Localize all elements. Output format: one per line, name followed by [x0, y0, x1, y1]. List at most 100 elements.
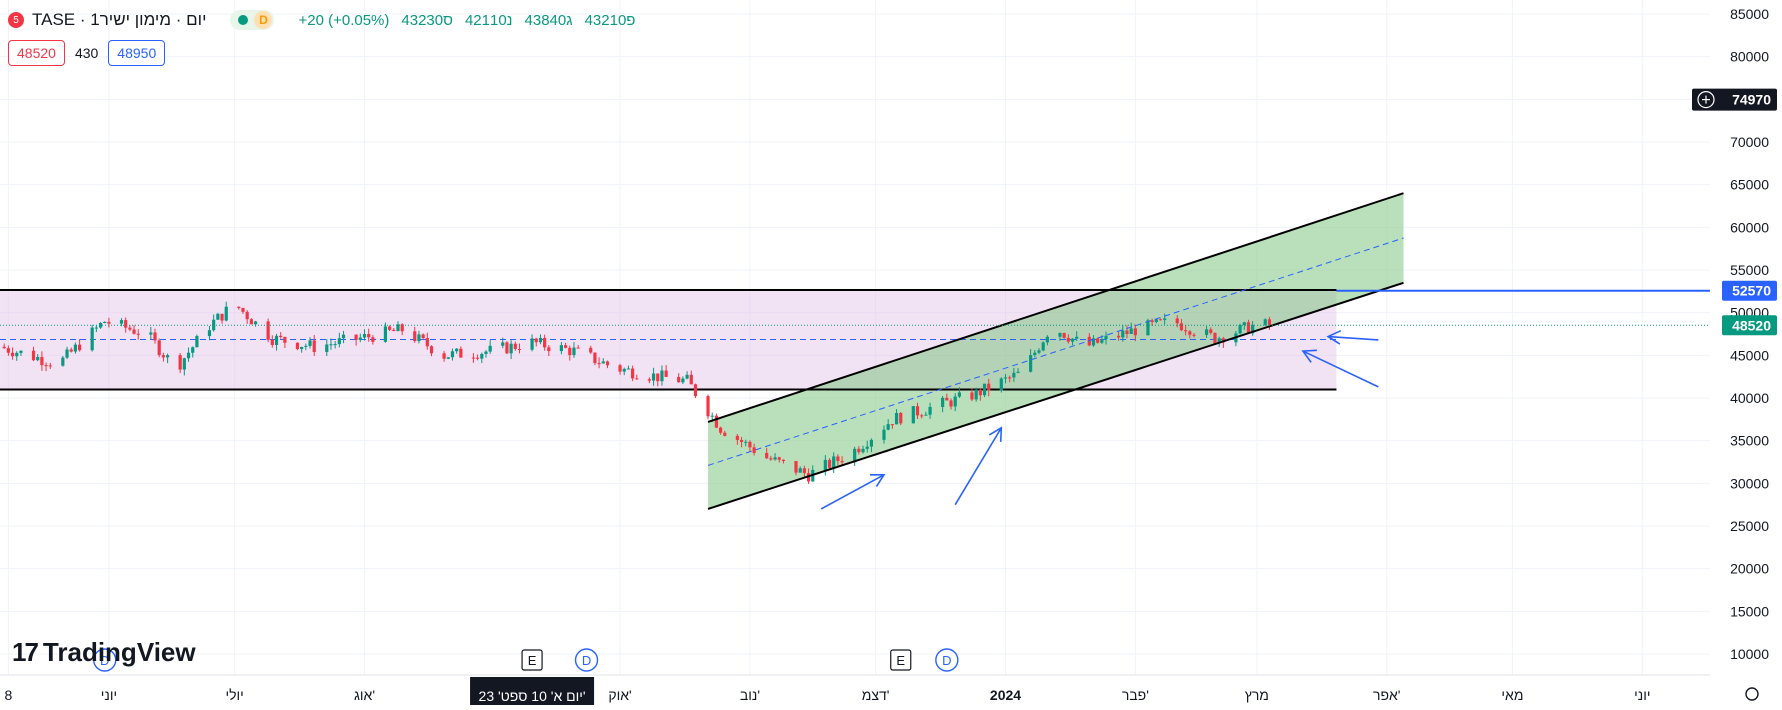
y-tick-label: 60000	[1730, 219, 1769, 235]
candle-body	[1146, 320, 1150, 336]
candle-body	[1204, 329, 1209, 335]
candle-body	[6, 348, 10, 353]
candle-body	[103, 321, 107, 323]
y-tick-label: 20000	[1730, 561, 1769, 577]
candle-body	[107, 321, 111, 324]
y-tick-label: 10000	[1730, 646, 1769, 662]
candle-body	[949, 400, 953, 407]
candle-body	[65, 349, 69, 358]
annotation-arrow-head-icon	[1301, 349, 1317, 363]
market-status: D	[230, 10, 275, 30]
candle-body	[1251, 324, 1255, 334]
buy-button[interactable]: 48950	[108, 40, 166, 66]
candle-body	[748, 441, 752, 448]
candle-body	[563, 345, 568, 348]
candle-body	[1062, 332, 1066, 338]
candle-body	[718, 427, 723, 433]
y-tick-label: 65000	[1730, 177, 1769, 193]
candle-body	[1029, 355, 1033, 372]
candle-body	[1045, 336, 1049, 343]
candle-body	[1012, 372, 1016, 378]
candle-body	[505, 342, 509, 354]
candle-body	[295, 342, 300, 350]
candle-body	[572, 347, 576, 356]
candle-body	[1154, 319, 1158, 323]
dividend-marker-label: D	[582, 653, 591, 668]
candle-body	[392, 329, 396, 332]
candle-body	[1121, 330, 1125, 338]
status-dot-icon	[238, 15, 249, 25]
settings-gear-icon	[1745, 687, 1759, 701]
crosshair-date-label: יום א' 10 ספט' 23'	[479, 688, 586, 704]
annotation-arrow-head-icon	[869, 473, 886, 487]
x-tick-label: נוב'	[740, 687, 760, 703]
candle-body	[982, 383, 987, 396]
candle-body	[480, 353, 484, 359]
candle-body	[941, 397, 945, 407]
high-label: ג	[566, 11, 573, 29]
candle-body	[509, 343, 513, 354]
candle-body	[1100, 339, 1104, 343]
candle-body	[1066, 337, 1070, 342]
open-label: פ	[626, 11, 636, 29]
dividend-marker-icon	[574, 648, 599, 672]
candle-body	[882, 429, 886, 440]
candle-body	[559, 345, 563, 352]
channel-lower-line	[707, 281, 1404, 510]
candle-body	[1091, 338, 1096, 346]
x-tick-label: 2024	[990, 687, 1021, 703]
low-label: נ	[506, 11, 513, 29]
candle-body	[924, 414, 928, 416]
candle-body	[429, 346, 434, 354]
candle-body	[358, 337, 362, 340]
candle-body	[471, 357, 476, 359]
candle-body	[279, 335, 283, 338]
candle-body	[270, 339, 274, 345]
channel-upper-line	[707, 192, 1404, 423]
price-tag-box	[1722, 280, 1777, 301]
candle-body	[124, 320, 128, 328]
candle-body	[823, 459, 827, 470]
candle-body	[178, 355, 182, 370]
candle-body	[1221, 338, 1225, 343]
candle-body	[1058, 332, 1062, 337]
candle-body	[249, 319, 253, 325]
candle-body	[484, 351, 488, 354]
candle-body	[635, 378, 639, 380]
x-tick-label: יוני	[1634, 687, 1650, 703]
candle-body	[513, 343, 517, 350]
candle-body	[73, 344, 78, 352]
tradingview-logo[interactable]: 17 TradingView	[12, 637, 196, 668]
candle-body	[765, 452, 769, 459]
candle-body	[1179, 323, 1184, 331]
candle-body	[543, 337, 547, 348]
candle-body	[865, 446, 869, 449]
candle-body	[618, 365, 622, 372]
candle-body	[861, 448, 865, 453]
candle-body	[367, 333, 371, 338]
candle-body	[714, 415, 719, 428]
candle-body	[1008, 377, 1012, 379]
candle-body	[626, 368, 631, 370]
annotation-arrow-shaft	[1328, 335, 1379, 341]
price-tag-box	[1722, 315, 1777, 336]
candle-body	[576, 347, 580, 349]
sell-button[interactable]: 48520	[8, 40, 65, 66]
dividend-marker-icon	[93, 648, 117, 672]
candle-body	[631, 368, 635, 379]
candle-body	[128, 327, 132, 330]
candle-body	[182, 358, 186, 370]
candle-body	[1192, 334, 1196, 336]
annotation-arrow-head-icon	[988, 426, 1003, 442]
candle-body	[413, 331, 417, 342]
candle-body	[1175, 318, 1179, 324]
trade-buttons: 48520 430 48950	[8, 40, 166, 66]
symbol-title[interactable]: TASE · 1יום · מימון ישיר	[32, 10, 207, 29]
candle-body	[442, 353, 446, 359]
candle-body	[383, 326, 388, 342]
candle-body	[136, 333, 140, 335]
y-tick-label: 70000	[1730, 134, 1769, 150]
candle-body	[664, 370, 668, 377]
